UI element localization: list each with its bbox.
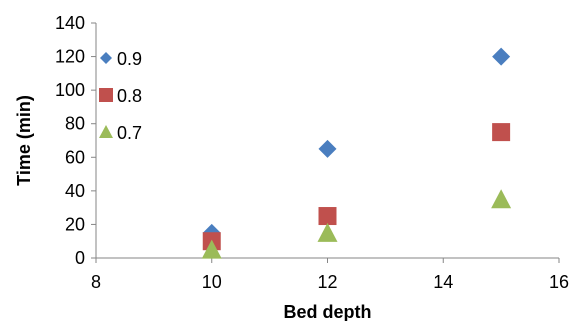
legend-marker-triangle xyxy=(99,125,113,138)
x-tick-label: 12 xyxy=(317,272,337,292)
data-point-square xyxy=(318,207,337,226)
x-tick-label: 10 xyxy=(202,272,222,292)
legend: 0.9 0.8 0.7 xyxy=(99,49,142,143)
y-tick-label: 100 xyxy=(55,80,85,100)
legend-marker-diamond xyxy=(100,52,112,64)
data-point-diamond xyxy=(492,47,511,66)
x-tick-label: 16 xyxy=(549,272,569,292)
x-tick-label: 8 xyxy=(91,272,101,292)
legend-label: 0.8 xyxy=(117,86,142,106)
y-axis-title: Time (min) xyxy=(14,95,34,186)
y-tick-label: 60 xyxy=(65,147,85,167)
legend-marker-square xyxy=(99,88,113,102)
y-tick-label: 80 xyxy=(65,114,85,134)
data-point-triangle xyxy=(491,189,512,209)
y-tick-labels: 0 20 40 60 80 100 120 140 xyxy=(55,13,85,268)
y-tick-label: 140 xyxy=(55,13,85,33)
data-point-diamond xyxy=(318,139,337,158)
y-tick-label: 40 xyxy=(65,181,85,201)
y-tick-label: 20 xyxy=(65,214,85,234)
y-tick-label: 120 xyxy=(55,47,85,67)
x-tick-labels: 8 10 12 14 16 xyxy=(91,272,569,292)
data-point-triangle xyxy=(201,239,222,259)
axes xyxy=(91,22,560,263)
x-axis-title: Bed depth xyxy=(284,302,372,321)
x-tick-label: 14 xyxy=(433,272,453,292)
data-points xyxy=(201,47,512,259)
data-point-triangle xyxy=(317,222,338,242)
legend-label: 0.9 xyxy=(117,49,142,69)
data-point-square xyxy=(492,123,511,142)
legend-label: 0.7 xyxy=(117,123,142,143)
y-tick-label: 0 xyxy=(75,248,85,268)
